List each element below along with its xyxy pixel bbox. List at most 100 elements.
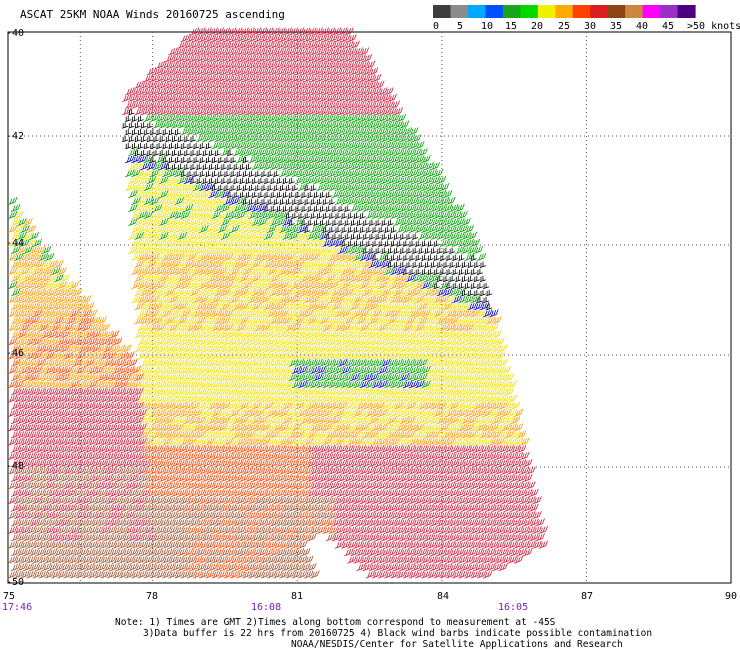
wind-barb <box>455 203 465 213</box>
wind-barb <box>405 175 416 185</box>
wind-barb <box>131 224 141 233</box>
wind-barb <box>304 60 314 69</box>
wind-barb <box>260 394 271 403</box>
wind-barb <box>464 351 474 360</box>
wind-barb <box>470 437 481 446</box>
wind-barb <box>134 80 144 89</box>
wind-barb <box>91 562 101 572</box>
wind-barb <box>319 373 329 382</box>
wind-barb <box>257 40 268 49</box>
wind-barb <box>226 231 237 240</box>
wind-barb <box>245 203 255 213</box>
wind-barb <box>177 518 188 527</box>
wind-barb <box>143 224 154 233</box>
wind-barb <box>473 344 484 353</box>
wind-barb <box>270 430 280 439</box>
wind-barb <box>109 503 120 512</box>
wind-barb <box>72 416 83 425</box>
wind-barb <box>263 177 271 185</box>
wind-barb <box>162 525 172 534</box>
wind-barb <box>285 380 296 389</box>
wind-barb <box>276 488 286 497</box>
wind-barb <box>448 247 456 254</box>
wind-barb <box>350 518 360 527</box>
wind-barb <box>470 337 481 346</box>
wind-barb <box>168 238 178 247</box>
wind-barb <box>149 496 160 505</box>
wind-barb <box>322 281 333 290</box>
wind-barb <box>270 259 280 269</box>
wind-barb <box>405 344 416 353</box>
wind-barb <box>257 288 268 297</box>
wind-barb <box>436 518 447 527</box>
wind-barb <box>72 548 83 557</box>
wind-barb <box>337 503 348 512</box>
wind-barb <box>180 525 191 534</box>
wind-barb <box>263 259 274 269</box>
wind-barb <box>344 288 354 297</box>
wind-barb <box>223 394 234 403</box>
wind-barb <box>418 316 428 325</box>
wind-barb <box>186 496 197 505</box>
wind-barb <box>374 175 385 185</box>
wind-barb <box>103 416 114 425</box>
wind-barb <box>473 473 484 482</box>
wind-barb <box>482 466 493 475</box>
wind-barb <box>266 100 277 109</box>
wind-barb <box>254 380 265 389</box>
wind-barb <box>282 148 292 157</box>
wind-barb <box>155 481 166 490</box>
wind-barb <box>445 323 456 332</box>
wind-barb <box>131 437 141 446</box>
wind-barb <box>254 184 261 192</box>
wind-barb <box>229 266 240 276</box>
wind-barb <box>248 252 258 261</box>
wind-barb <box>270 416 280 425</box>
wind-barb <box>362 330 373 339</box>
wind-barb <box>374 459 385 468</box>
wind-barb <box>257 330 268 339</box>
wind-barb <box>273 127 283 136</box>
wind-barb <box>47 259 58 269</box>
wind-barb <box>313 416 323 425</box>
wind-barb <box>183 344 194 353</box>
wind-barb <box>288 93 299 103</box>
wind-barb <box>44 525 55 534</box>
wind-barb <box>236 155 246 164</box>
wind-barb <box>254 155 265 164</box>
wind-barb <box>310 323 320 332</box>
wind-barb <box>236 309 246 318</box>
wind-barb <box>91 459 101 468</box>
wind-barb <box>72 401 83 410</box>
wind-barb <box>516 430 527 439</box>
wind-barb <box>202 330 212 339</box>
wind-barb <box>69 451 80 460</box>
wind-barb <box>245 80 255 89</box>
wind-barb <box>168 351 178 360</box>
wind-barb <box>146 288 157 297</box>
wind-barb <box>282 191 289 199</box>
wind-barb <box>344 344 354 353</box>
wind-barb <box>106 496 117 505</box>
wind-barb <box>316 34 326 43</box>
wind-barb <box>421 254 428 261</box>
wind-barb <box>239 231 249 240</box>
wind-barb <box>482 337 493 346</box>
wind-barb <box>455 330 465 339</box>
wind-barb <box>353 47 363 56</box>
wind-barb <box>14 266 24 276</box>
wind-barb <box>313 148 323 157</box>
wind-barb <box>507 437 518 446</box>
wind-barb <box>442 261 450 269</box>
wind-barb <box>467 444 478 453</box>
wind-barb <box>288 231 299 240</box>
wind-barb <box>205 309 215 318</box>
wind-barb <box>291 555 302 564</box>
wind-barb <box>69 496 80 505</box>
wind-barb <box>143 525 154 534</box>
wind-barb <box>38 252 49 261</box>
wind-barb <box>479 548 490 557</box>
wind-barb <box>242 540 252 549</box>
wind-barb <box>430 231 440 240</box>
wind-barb <box>239 148 249 157</box>
